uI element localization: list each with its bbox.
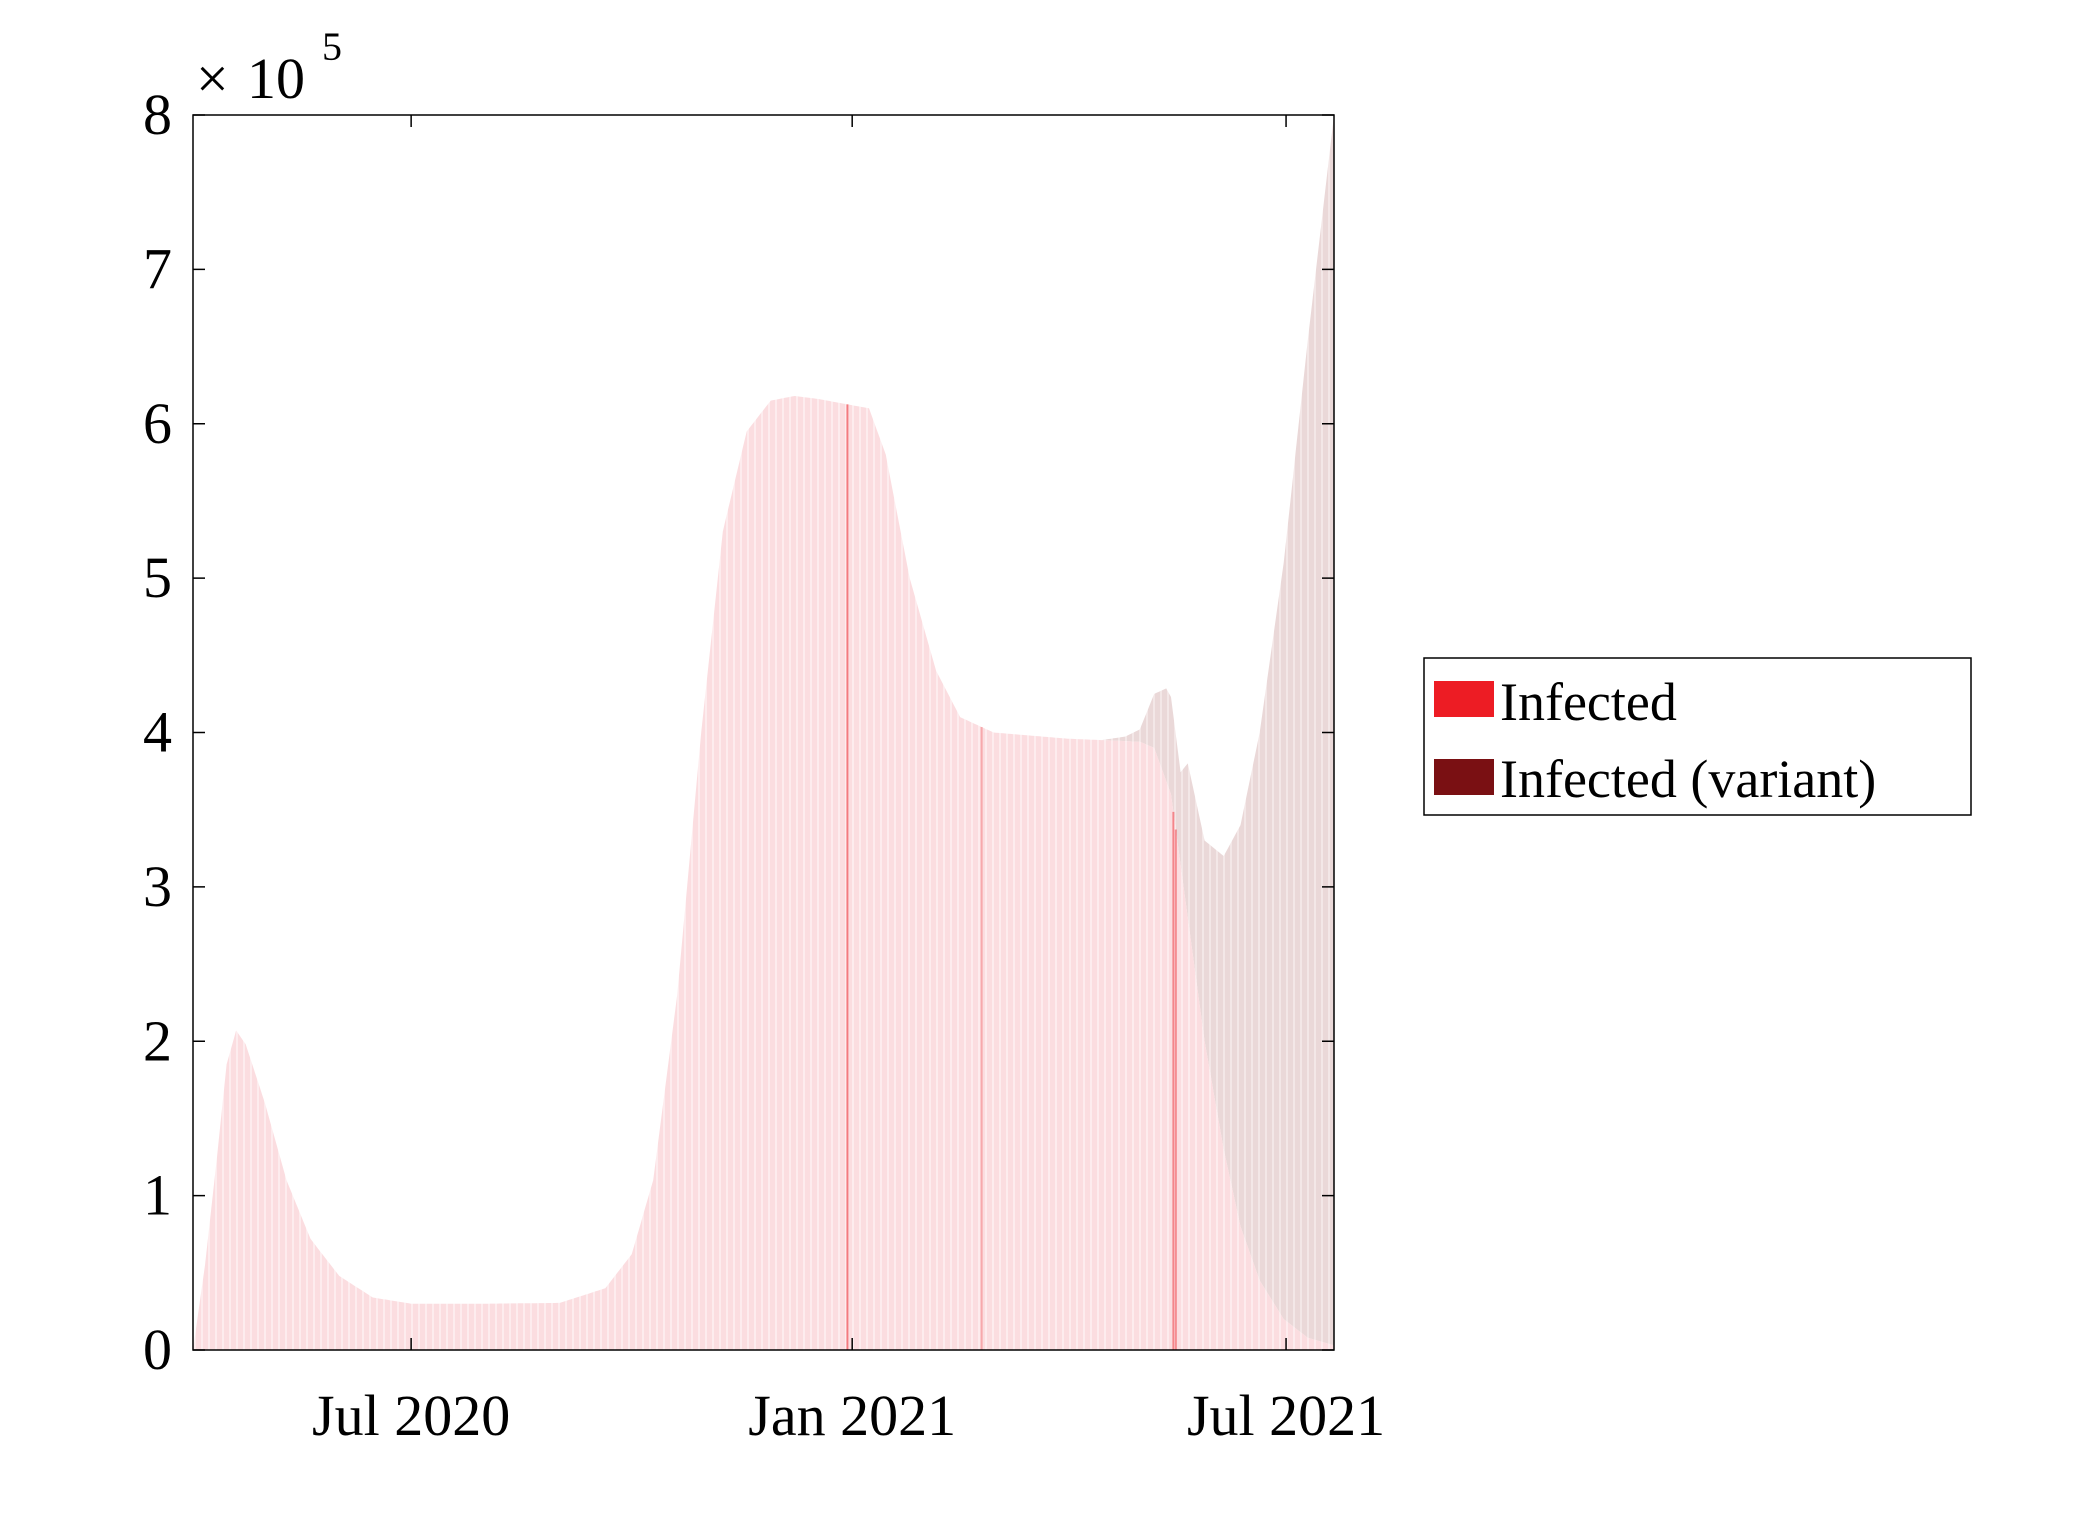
x-tick-labels: Jul 2020 Jan 2021 Jul 2021 (312, 1383, 1385, 1448)
x-tick-label: Jan 2021 (748, 1383, 956, 1448)
y-tick-label: 7 (143, 236, 172, 301)
legend-label-infected: Infected (1500, 672, 1677, 732)
y-tick-label: 8 (143, 82, 172, 147)
y-axis-multiplier: × 10 5 (196, 24, 342, 111)
y-tick-label: 4 (143, 700, 172, 765)
y-tick-label: 0 (143, 1317, 172, 1382)
x-tick-label: Jul 2021 (1187, 1383, 1385, 1448)
y-tick-label: 1 (143, 1163, 172, 1228)
legend: Infected Infected (variant) (1423, 657, 1972, 816)
y-tick-label: 5 (143, 545, 172, 610)
multiplier-times: × (196, 46, 229, 111)
multiplier-exponent: 5 (322, 24, 342, 69)
axis-ticks (193, 114, 1334, 1351)
y-tick-labels: 0 1 2 3 4 5 6 7 8 (143, 82, 172, 1382)
y-tick-label: 2 (143, 1008, 172, 1073)
legend-box (1423, 657, 1972, 816)
legend-swatch-variant (1434, 759, 1494, 795)
multiplier-base: 10 (247, 46, 305, 111)
legend-swatch-infected (1434, 681, 1494, 717)
area-layer (193, 115, 1334, 1350)
x-tick-label: Jul 2020 (312, 1383, 510, 1448)
y-tick-label: 6 (143, 391, 172, 456)
area-infected (193, 396, 1334, 1350)
bar-accents (846, 404, 1177, 1350)
legend-label-variant: Infected (variant) (1500, 749, 1876, 809)
y-tick-label: 3 (143, 854, 172, 919)
